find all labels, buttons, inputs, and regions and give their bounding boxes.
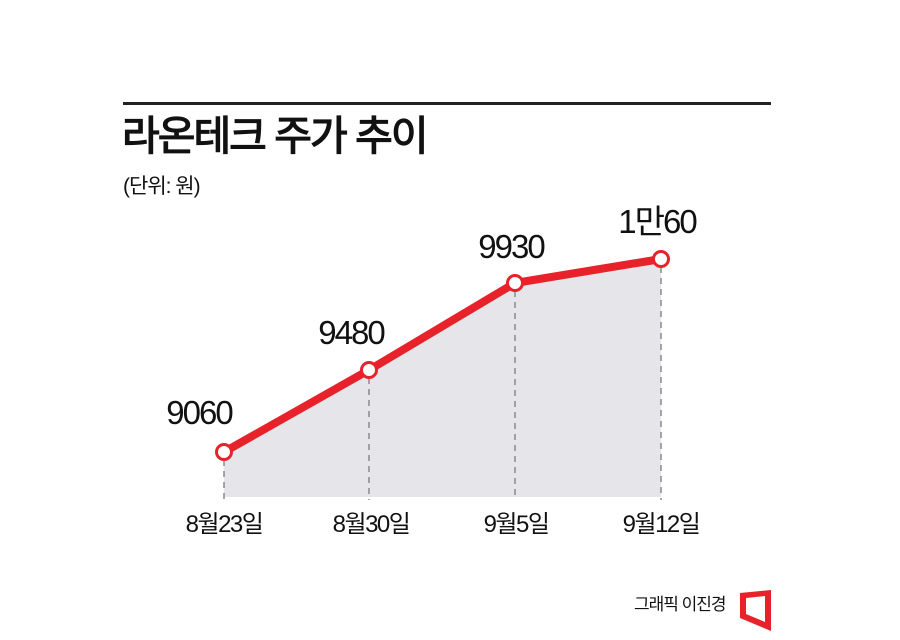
guide-lines bbox=[223, 267, 662, 500]
x-tick-label: 9월12일 bbox=[623, 511, 700, 538]
data-label: 9480 bbox=[318, 314, 385, 351]
x-tick-label: 9월5일 bbox=[484, 511, 549, 538]
data-point bbox=[506, 274, 524, 292]
series-line bbox=[220, 255, 665, 456]
area-fill bbox=[224, 259, 661, 497]
x-axis-labels: 8월23일 8월30일 9월5일 9월12일 bbox=[186, 511, 701, 538]
data-labels: 9060 9480 9930 1만60 bbox=[166, 203, 699, 431]
unit-label: (단위: 원) bbox=[123, 175, 201, 198]
data-label: 9930 bbox=[478, 228, 545, 265]
top-rule bbox=[123, 102, 771, 105]
data-point bbox=[652, 250, 670, 268]
data-label: 1만60 bbox=[618, 203, 697, 240]
data-markers bbox=[215, 250, 670, 461]
x-tick-label: 8월30일 bbox=[333, 511, 410, 538]
chart-title: 라온테크 주가 추이 bbox=[122, 113, 429, 159]
x-tick-label: 8월23일 bbox=[186, 511, 263, 538]
data-label: 9060 bbox=[166, 394, 233, 431]
graphic-credit: 그래픽 이진경 bbox=[634, 595, 727, 614]
data-point bbox=[360, 361, 378, 379]
red-trapezoid-logo-icon bbox=[740, 590, 771, 631]
data-point bbox=[215, 443, 233, 461]
